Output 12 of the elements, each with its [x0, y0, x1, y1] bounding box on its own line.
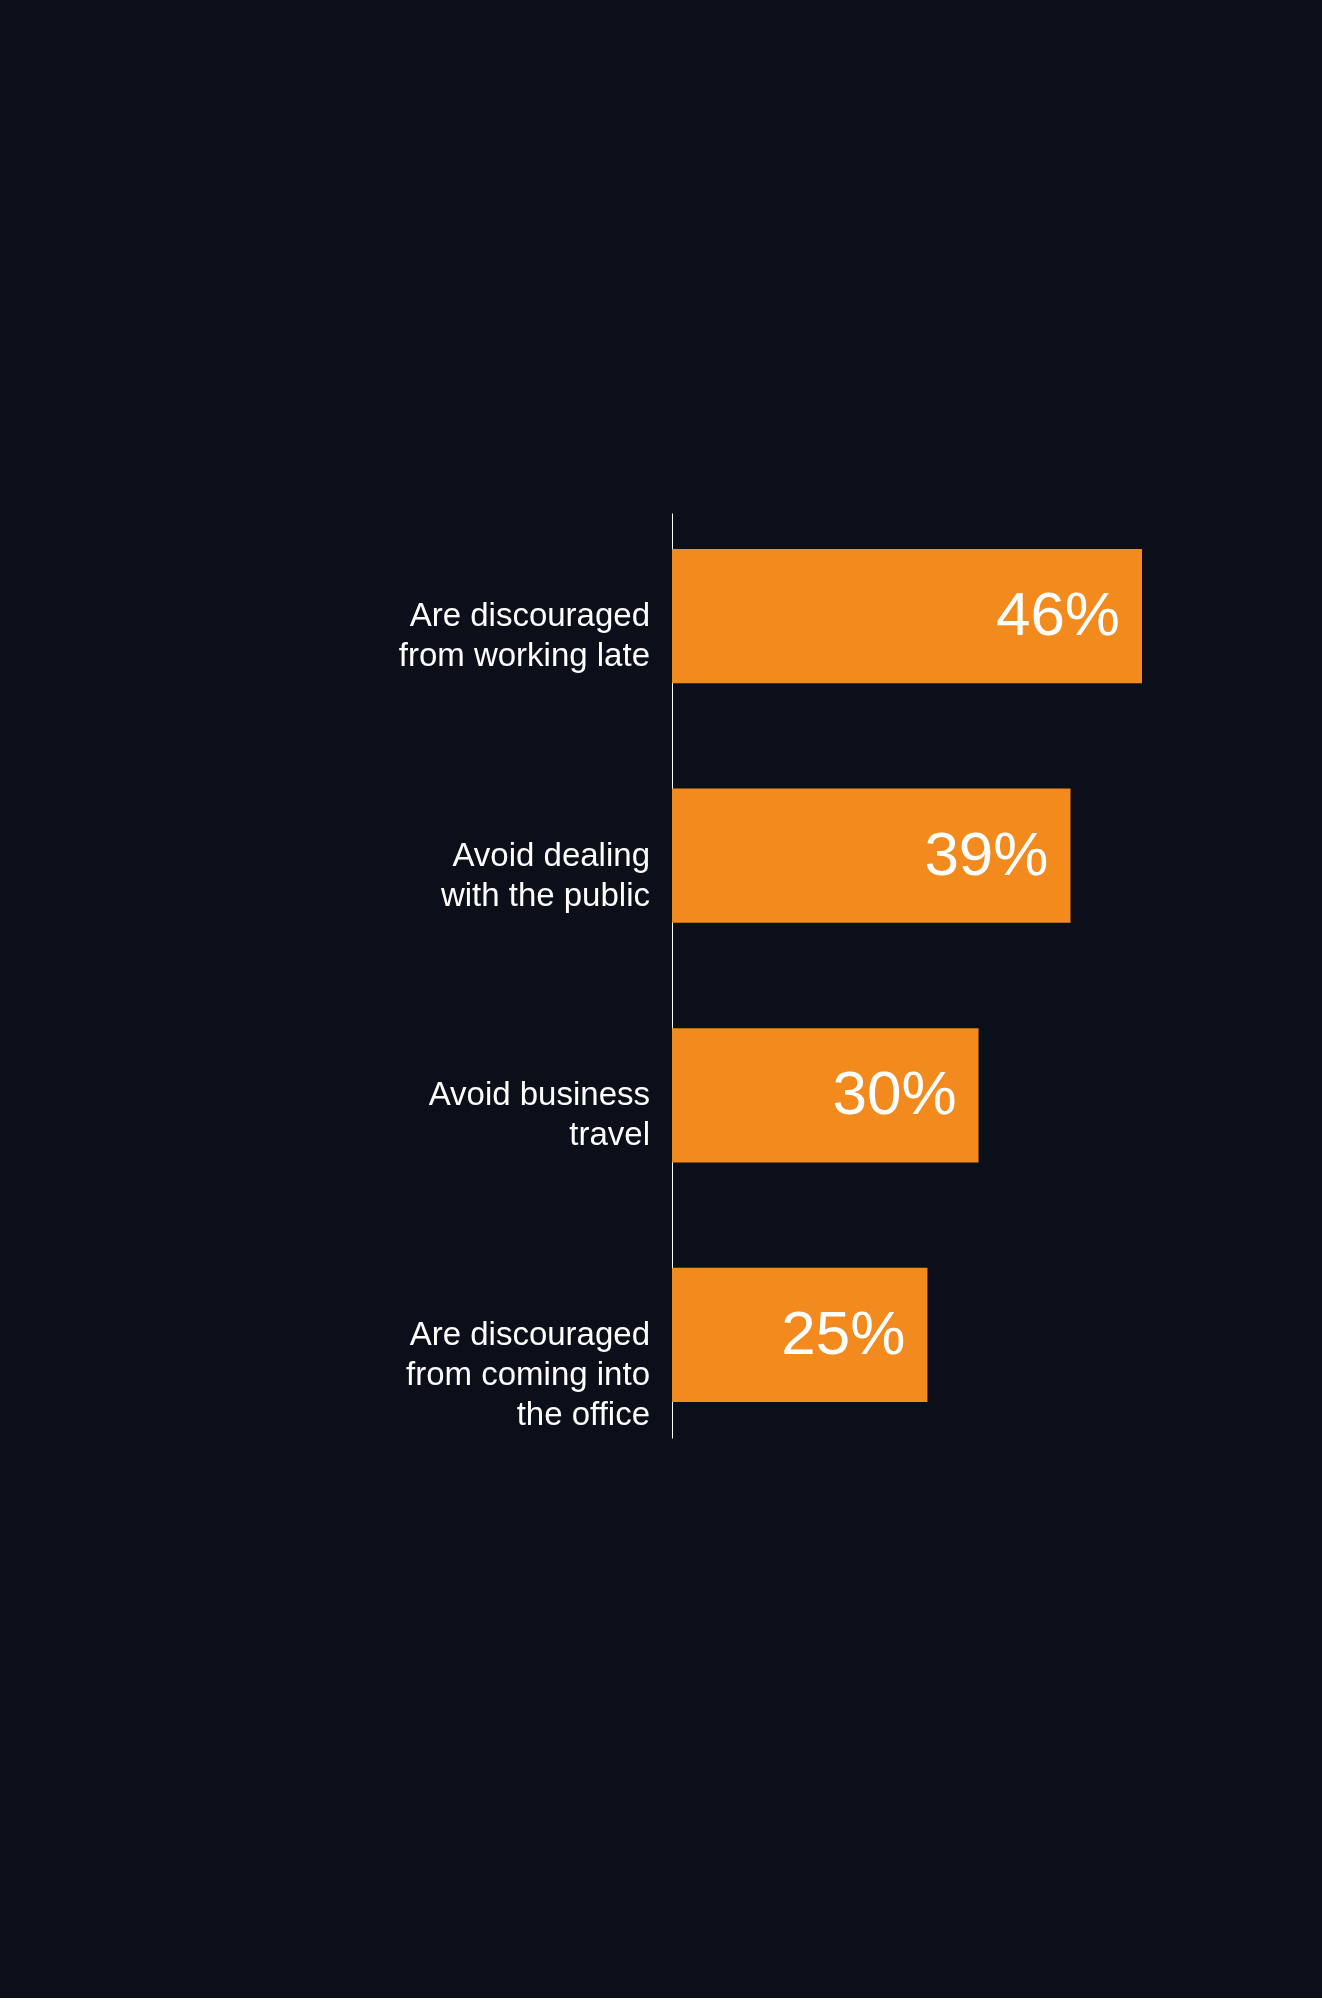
- y-tick-label: Avoid dealing with the public: [439, 835, 650, 913]
- bar: [672, 788, 1071, 923]
- y-tick-label: Avoid business travel: [428, 1075, 650, 1153]
- y-tick-label: Are discouraged from coming into the office: [406, 1314, 650, 1432]
- bar: [672, 1028, 979, 1163]
- data-label: 30%: [832, 1058, 957, 1128]
- data-label: 25%: [781, 1297, 906, 1367]
- bar: [672, 548, 1142, 684]
- y-tick-label: Are discouraged from working late: [398, 596, 650, 674]
- data-label: 39%: [924, 818, 1049, 888]
- bar: [672, 1267, 928, 1403]
- data-label: 46%: [995, 579, 1120, 649]
